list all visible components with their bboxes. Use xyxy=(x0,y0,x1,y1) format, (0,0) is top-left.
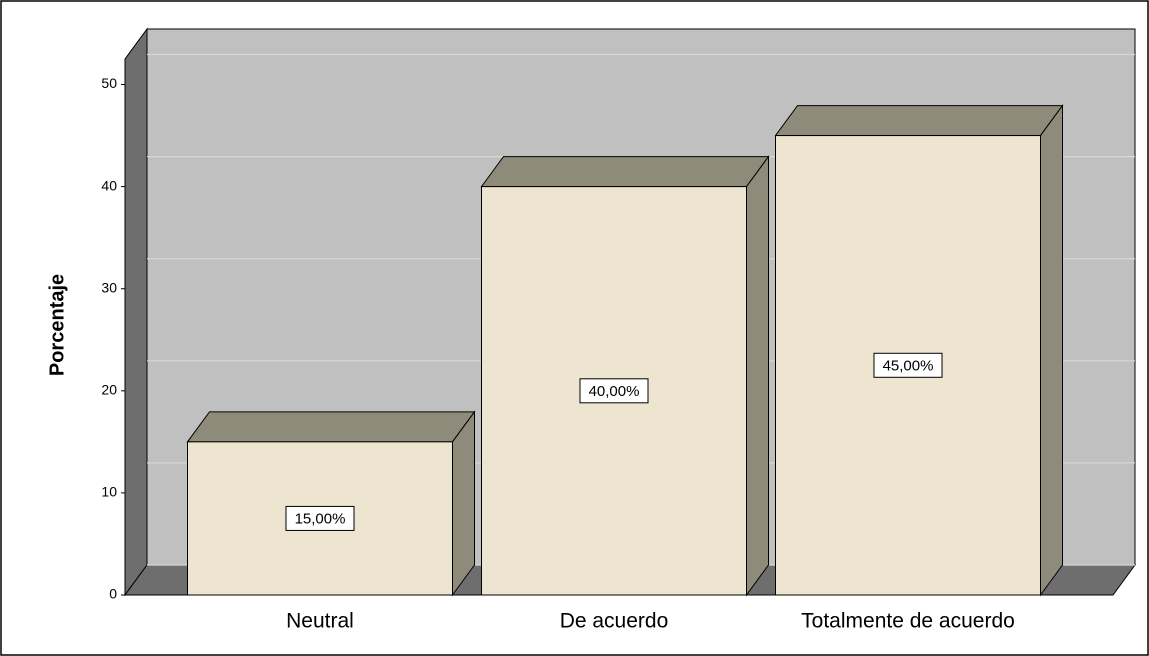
value-label: 45,00% xyxy=(883,357,934,374)
x-tick-label: Totalmente de acuerdo xyxy=(801,610,1015,633)
y-tick-label: 10 xyxy=(101,484,117,500)
x-tick-label: Neutral xyxy=(286,610,354,633)
bar-top xyxy=(480,156,770,188)
left-wall xyxy=(124,27,148,597)
y-tick-label: 0 xyxy=(109,586,117,602)
y-tick-label: 30 xyxy=(101,279,117,295)
bar-top xyxy=(774,105,1064,137)
value-label-box xyxy=(579,378,649,404)
bar-side xyxy=(452,410,475,597)
value-label: 40,00% xyxy=(589,383,640,400)
y-tick-label: 20 xyxy=(101,382,117,398)
bar-side xyxy=(1040,104,1063,597)
y-axis-label: Porcentaje xyxy=(46,274,68,376)
bar-side xyxy=(746,155,769,597)
y-tick-label: 50 xyxy=(101,75,117,91)
x-tick-label: De acuerdo xyxy=(560,610,669,633)
bar-top xyxy=(186,411,476,443)
value-label: 15,00% xyxy=(295,510,346,527)
value-label-box xyxy=(873,352,943,378)
value-label-box xyxy=(285,505,355,531)
y-tick-label: 40 xyxy=(101,177,117,193)
